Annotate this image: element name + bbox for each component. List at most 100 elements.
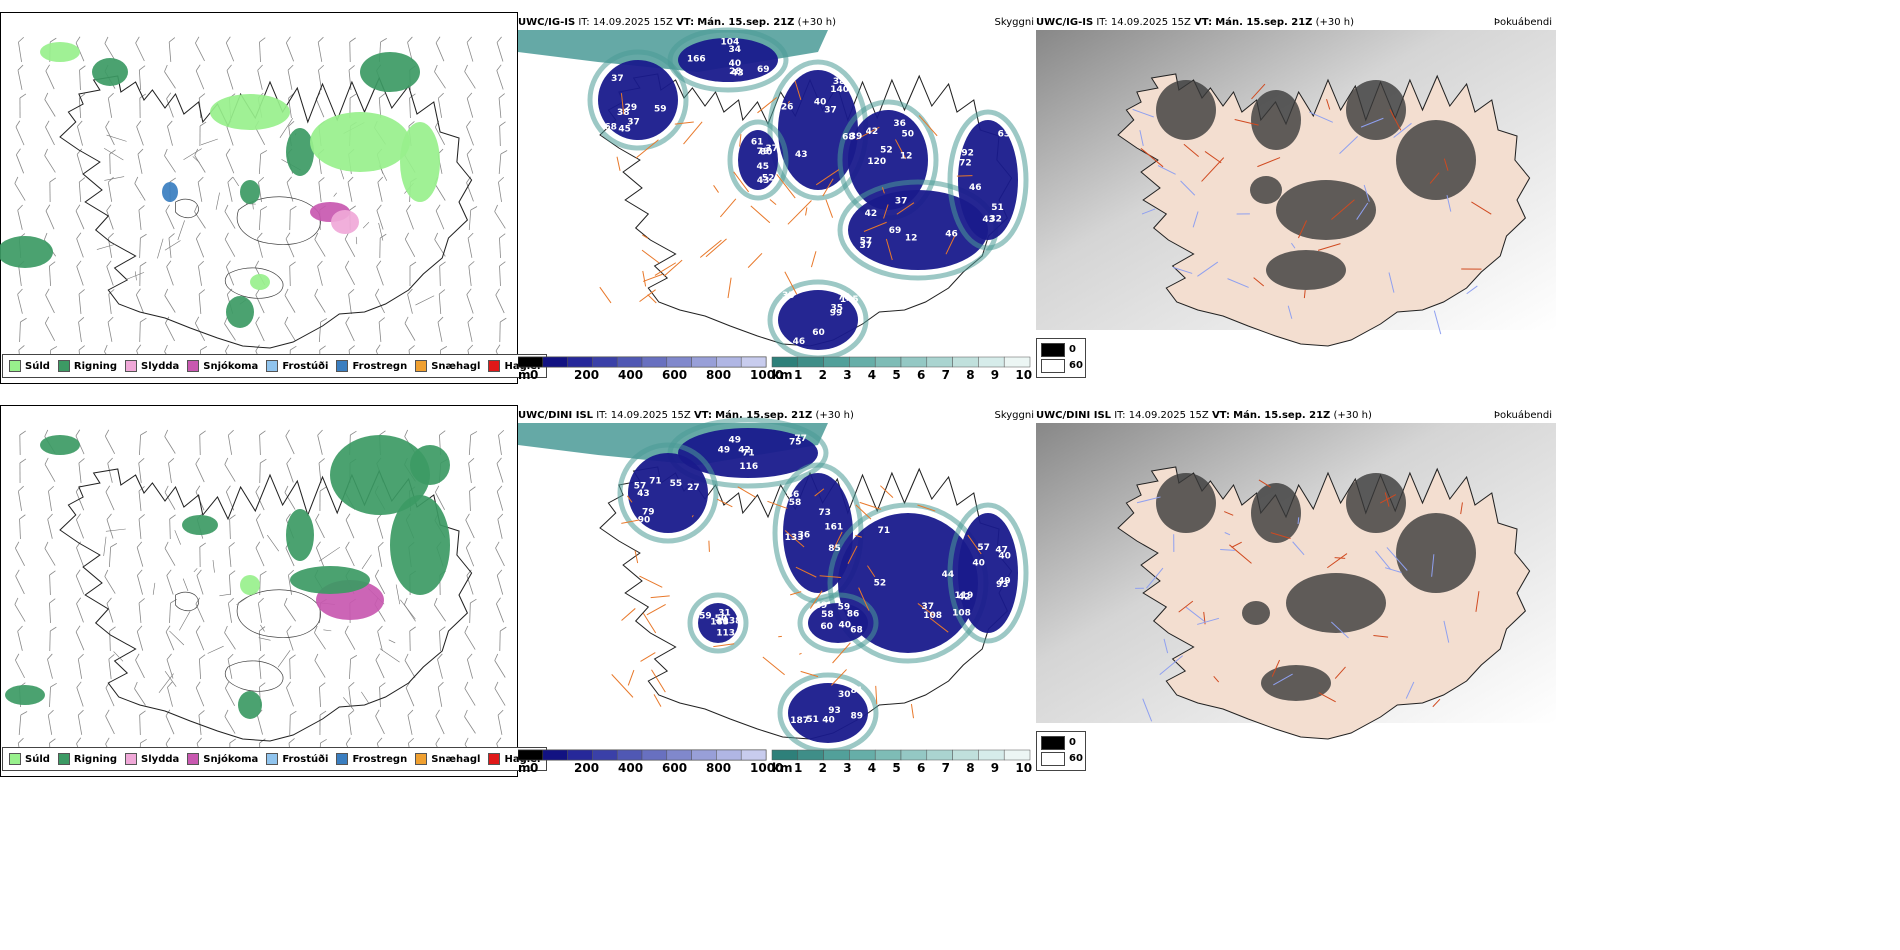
cloud-base-value: 43 [637, 489, 650, 499]
cloud-base-value: 40 [822, 715, 835, 725]
cloud-base-value: 119 [955, 591, 974, 601]
cloud-scale-tick: 1000 [750, 368, 784, 382]
cloud-base-value: 43 [731, 69, 744, 79]
legend-label: Súld [25, 360, 50, 372]
cloud-base-value: 28 [729, 67, 742, 77]
cloud-base-value: 46 [787, 490, 800, 500]
vis-scale-tick: 3 [843, 761, 852, 775]
fog-title: Þokuábendi [1493, 410, 1552, 421]
cloud-base-panel: UWC/IG-IS IT: 14.09.2025 15Z VT: Mán. 15… [518, 12, 1036, 384]
cloud-base-value: 57 [977, 543, 990, 553]
precip-area [400, 122, 440, 202]
legend-item: Snjókoma [187, 360, 258, 372]
title-vt-value: Mán. 15.sep. 21Z [697, 17, 795, 28]
precip-area [0, 236, 53, 268]
fog-area [1346, 473, 1406, 533]
legend-label: Frostúði [282, 360, 329, 372]
legend-swatch [57, 753, 70, 765]
cloud-base-value: 113 [716, 629, 735, 639]
cloud-base-value: 69 [757, 65, 770, 75]
legend-swatch [9, 753, 21, 765]
fog-area [1261, 665, 1331, 701]
legend-label: Frostregn [352, 360, 408, 372]
cloud-scale-unit: m [518, 368, 531, 382]
cloud-base-value: 40 [972, 558, 985, 568]
precip-area [250, 274, 270, 290]
low-cloud-area [808, 603, 868, 643]
title-it-label: IT: [578, 17, 590, 28]
cloud-base-value: 71 [878, 526, 891, 536]
precip-area [410, 445, 450, 485]
legend-swatch [125, 360, 138, 372]
cloud-base-value: 37 [766, 144, 779, 154]
cloud-base-value: 50 [715, 614, 728, 624]
cloud-base-value: 42 [866, 127, 879, 137]
cloud-base-value: 183 [710, 618, 729, 628]
legend-label: Slydda [141, 360, 180, 372]
cloud-base-value: 61 [751, 137, 764, 147]
panel-title: UWC/IG-IS IT: 14.09.2025 15Z VT: Mán. 15… [1036, 17, 1354, 28]
fog-area [1242, 601, 1270, 625]
fog-area [1250, 176, 1282, 204]
vis-scale-tick: 8 [966, 761, 975, 775]
cloud-scale-tick: 1000 [750, 761, 784, 775]
cloud-base-value: 38 [617, 108, 630, 118]
cloud-base-value: 68 [850, 625, 863, 635]
cloud-base-value: 46 [969, 183, 982, 193]
legend-item: Rigning [57, 360, 118, 372]
precip-map [0, 405, 518, 777]
legend-item: Snæhagl [415, 360, 480, 372]
legend-swatch [336, 753, 349, 765]
cloud-base-value: 31 [718, 609, 731, 619]
legend-swatch [125, 753, 138, 765]
cloud-base-value: 161 [824, 522, 843, 532]
cloud-base-value: 71 [649, 476, 662, 486]
cloud-base-value: 27 [687, 483, 700, 493]
cloud-base-value: 79 [642, 508, 655, 518]
cloud-base-value: 36 [798, 531, 811, 541]
cloud-base-value: 45 [618, 124, 631, 134]
cloud-base-value: 46 [793, 337, 806, 347]
precip-area [226, 296, 254, 328]
cloud-base-value: 40 [814, 98, 827, 108]
precip-area [40, 435, 80, 455]
fog-indicator-panel: UWC/IG-IS IT: 14.09.2025 15Z VT: Mán. 15… [1036, 12, 1556, 384]
legend-label: Frostúði [282, 753, 329, 765]
cloud-base-value: 70 [838, 293, 851, 303]
vis-scale-tick: 10 [1015, 368, 1033, 382]
cloud-base-value: 57 [634, 481, 647, 491]
fog-legend-swatch-light [1041, 359, 1065, 373]
vis-scale-tick: 2 [818, 761, 827, 775]
cloud-base-value: 145 [840, 295, 859, 305]
legend-item: Frostregn [336, 360, 407, 372]
cloud-base-value: 34 [729, 45, 742, 55]
cloud-base-value: 51 [991, 203, 1004, 213]
precip-map [0, 12, 518, 384]
cloud-base-value: 26 [781, 103, 794, 113]
low-cloud-area [628, 453, 708, 533]
cloud-base-value: 51 [806, 715, 819, 725]
legend-label: Frostregn [352, 753, 408, 765]
precip-area [290, 566, 370, 594]
legend-swatch [415, 360, 428, 372]
cloud-base-value: 93 [996, 580, 1009, 590]
fog-area [1276, 180, 1376, 240]
legend-label: Rigning [73, 360, 118, 372]
title-it-label: IT: [1096, 17, 1108, 28]
cloud-base-value: 12 [905, 234, 918, 244]
cloud-base-value: 92 [961, 149, 974, 159]
legend-swatch [488, 360, 501, 372]
cloud-base-value: 46 [716, 617, 729, 627]
precip-area [330, 435, 430, 515]
cloud-scale-tick: 800 [706, 761, 732, 775]
precip-area [40, 42, 80, 62]
cloud-base-value: 12 [900, 152, 913, 162]
legend-swatch [266, 360, 279, 372]
cloud-base-value: 86 [847, 609, 860, 619]
fog-title: Þokuábendi [1493, 17, 1552, 28]
precip-area [238, 691, 262, 719]
cloud-base-value: 49 [718, 445, 731, 455]
low-cloud-area [778, 290, 858, 350]
cloud-base-value: 120 [867, 157, 886, 167]
cloud-base-value: 116 [739, 462, 758, 472]
